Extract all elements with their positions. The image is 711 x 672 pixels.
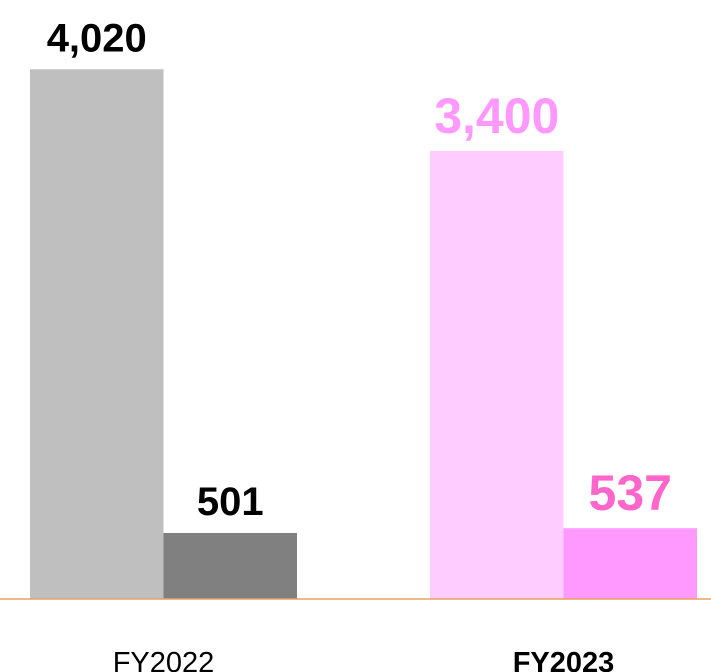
x-tick-label: FY2022 — [113, 647, 215, 672]
bar — [563, 528, 697, 599]
x-tick-label: FY2023 — [513, 647, 615, 672]
value-label: 4,020 — [47, 16, 147, 60]
value-label: 3,400 — [434, 88, 559, 144]
value-label: 501 — [197, 480, 264, 524]
bar — [30, 69, 164, 599]
value-label: 537 — [589, 465, 672, 521]
bar — [430, 150, 564, 599]
bar — [163, 532, 297, 599]
